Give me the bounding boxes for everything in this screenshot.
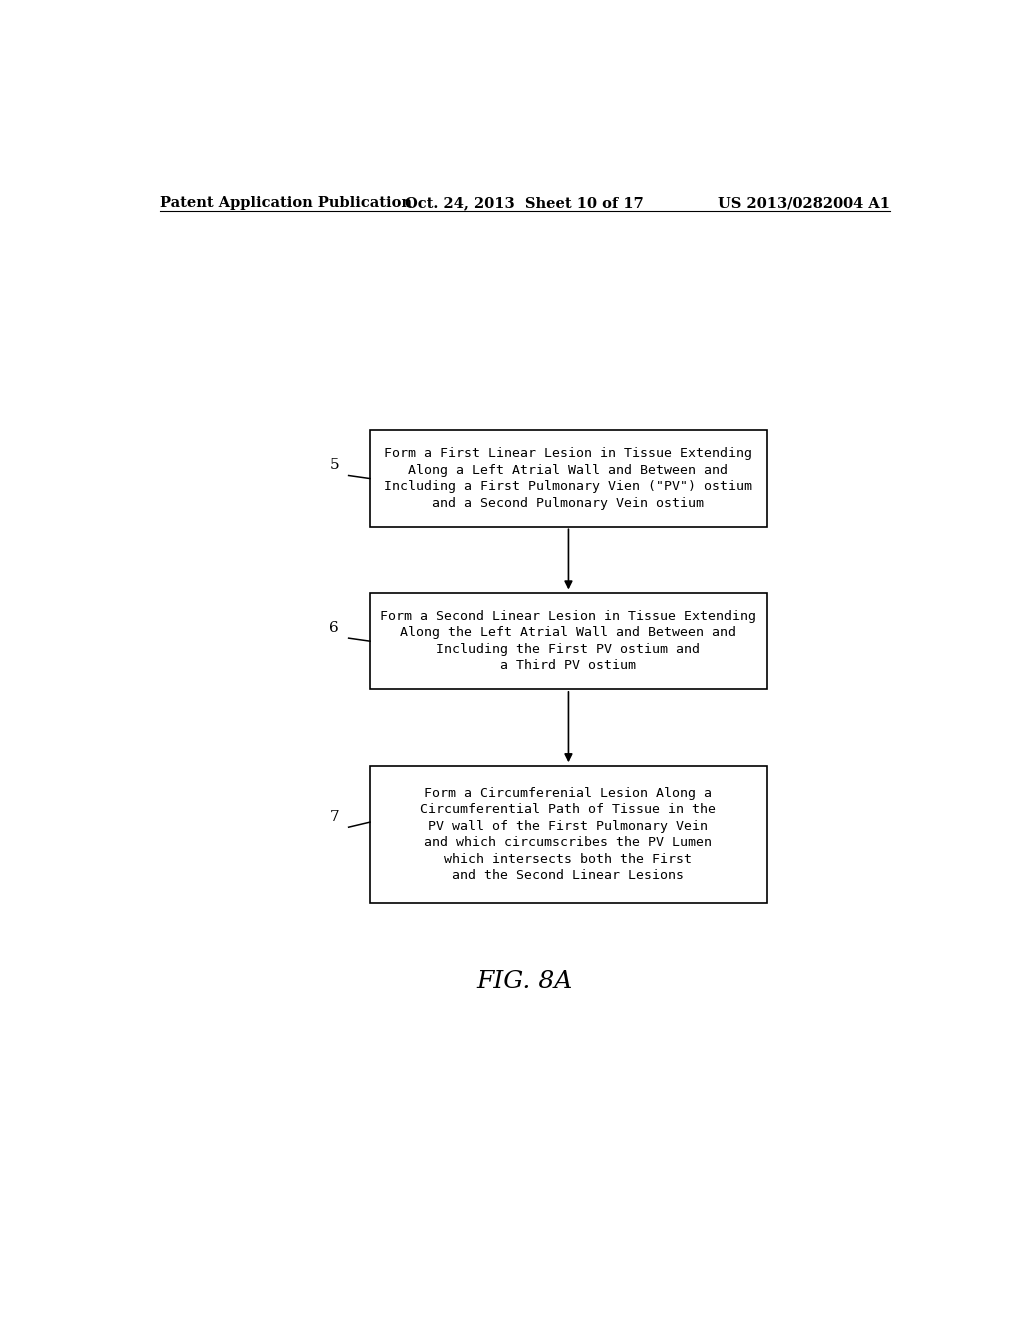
Bar bbox=[370, 430, 767, 527]
Text: Oct. 24, 2013  Sheet 10 of 17: Oct. 24, 2013 Sheet 10 of 17 bbox=[406, 197, 644, 210]
Text: 6: 6 bbox=[330, 620, 339, 635]
Text: US 2013/0282004 A1: US 2013/0282004 A1 bbox=[718, 197, 890, 210]
Text: Form a First Linear Lesion in Tissue Extending
Along a Left Atrial Wall and Betw: Form a First Linear Lesion in Tissue Ext… bbox=[384, 447, 753, 510]
Text: Patent Application Publication: Patent Application Publication bbox=[160, 197, 412, 210]
Bar bbox=[370, 593, 767, 689]
Bar bbox=[370, 766, 767, 903]
Text: 7: 7 bbox=[330, 810, 339, 824]
Text: Form a Circumferenial Lesion Along a
Circumferential Path of Tissue in the
PV wa: Form a Circumferenial Lesion Along a Cir… bbox=[421, 787, 717, 882]
Text: Form a Second Linear Lesion in Tissue Extending
Along the Left Atrial Wall and B: Form a Second Linear Lesion in Tissue Ex… bbox=[381, 610, 757, 672]
Text: FIG. 8A: FIG. 8A bbox=[477, 970, 572, 993]
Text: 5: 5 bbox=[330, 458, 339, 473]
